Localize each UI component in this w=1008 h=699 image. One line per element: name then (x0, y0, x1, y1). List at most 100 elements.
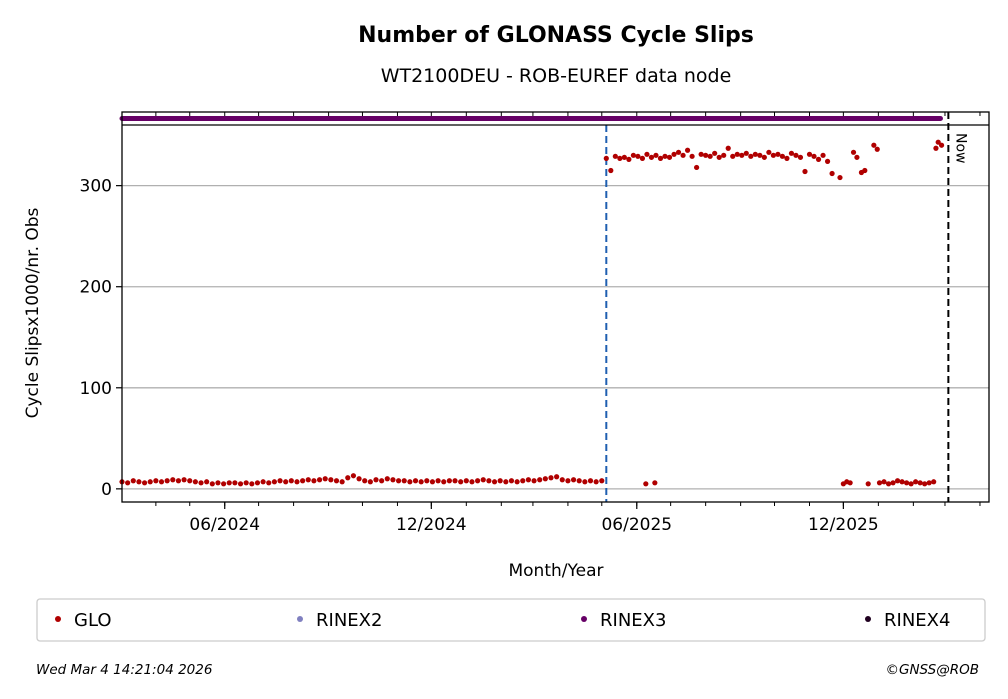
glo-point (435, 478, 441, 484)
glo-point (469, 479, 475, 485)
glo-point (890, 480, 896, 486)
legend-label-glo: GLO (74, 610, 112, 631)
glo-point (458, 479, 464, 485)
glo-point (643, 481, 649, 487)
glo-point (136, 479, 142, 485)
glo-point (559, 477, 565, 483)
glo-point (232, 480, 238, 486)
glo-point (793, 152, 799, 158)
glo-point (130, 478, 136, 484)
glo-point (734, 151, 740, 157)
glo-point (837, 174, 843, 181)
glo-point (565, 478, 571, 484)
glo-point (407, 479, 413, 485)
glo-point (260, 479, 266, 485)
glo-point (666, 154, 673, 160)
glo-point (784, 155, 790, 161)
glo-point (226, 480, 232, 486)
glo-point (384, 476, 390, 482)
glo-point (254, 480, 261, 486)
glo-point (802, 168, 808, 175)
glo-point (865, 481, 871, 487)
glo-point (933, 145, 939, 151)
glo-point (716, 154, 722, 160)
glo-point (350, 473, 357, 479)
glo-point (373, 477, 379, 483)
glo-point (570, 477, 577, 483)
glo-point (698, 151, 704, 157)
glo-point (788, 150, 795, 156)
glo-point (593, 479, 599, 485)
glo-point (903, 480, 910, 486)
y-tick-label: 200 (80, 278, 112, 298)
glo-point (401, 478, 407, 484)
glo-point (926, 480, 932, 486)
glo-point (612, 153, 618, 159)
glo-point (829, 170, 835, 177)
glo-point (603, 155, 609, 161)
glo-point (824, 158, 831, 164)
glo-point (221, 481, 227, 487)
glo-point (662, 153, 668, 159)
glo-point (412, 478, 419, 484)
glo-point (153, 478, 159, 484)
legend-label-rinex4: RINEX4 (884, 610, 950, 631)
glo-point (181, 477, 187, 483)
glo-point (671, 151, 677, 157)
glo-point (283, 479, 289, 485)
glo-point (707, 153, 713, 159)
glo-point (752, 151, 758, 157)
glo-point (463, 478, 469, 484)
glo-point (653, 152, 659, 158)
glo-point (452, 478, 458, 484)
glo-point (395, 478, 402, 484)
glo-point (305, 477, 311, 483)
glo-point (192, 479, 198, 485)
x-tick-label: 06/2025 (601, 515, 672, 535)
glo-point (424, 478, 430, 484)
glo-point (766, 149, 772, 155)
glo-point (652, 480, 658, 486)
glo-point (881, 479, 887, 485)
glo-point (871, 142, 877, 148)
legend-label-rinex2: RINEX2 (316, 610, 382, 631)
glo-point (644, 151, 650, 157)
glo-point (486, 478, 492, 484)
glo-point (125, 480, 131, 486)
glo-point (187, 478, 193, 484)
glo-point (938, 142, 945, 148)
glo-point (779, 153, 786, 159)
glo-point (639, 155, 646, 161)
glo-point (311, 478, 317, 484)
glo-point (931, 479, 937, 485)
footer-copyright: ©GNSS@ROB (886, 662, 980, 678)
glo-point (508, 478, 515, 484)
x-tick-label: 12/2024 (396, 515, 467, 535)
glo-point (621, 154, 627, 160)
glo-point (491, 479, 498, 485)
glo-point (913, 479, 919, 485)
glo-point (367, 479, 373, 485)
glo-point (850, 149, 857, 155)
glo-point (657, 155, 664, 161)
glo-point (599, 478, 605, 484)
glo-point (441, 479, 447, 485)
glo-point (917, 480, 923, 486)
glo-point (748, 153, 754, 159)
glo-point (503, 479, 509, 485)
chart-subtitle: WT2100DEU - ROB-EUREF data node (381, 65, 732, 87)
footer-timestamp: Wed Mar 4 14:21:04 2026 (36, 662, 212, 678)
legend-marker-glo (55, 616, 61, 622)
y-tick-label: 0 (101, 480, 112, 500)
glo-point (446, 478, 452, 484)
glo-point (480, 477, 486, 483)
glo-point (775, 151, 781, 157)
glo-point (249, 481, 255, 487)
glo-point (608, 167, 614, 174)
glo-point (339, 479, 345, 485)
glo-point (345, 475, 351, 481)
legend-label-rinex3: RINEX3 (600, 610, 666, 631)
glo-point (847, 480, 853, 486)
glo-point (475, 478, 481, 484)
